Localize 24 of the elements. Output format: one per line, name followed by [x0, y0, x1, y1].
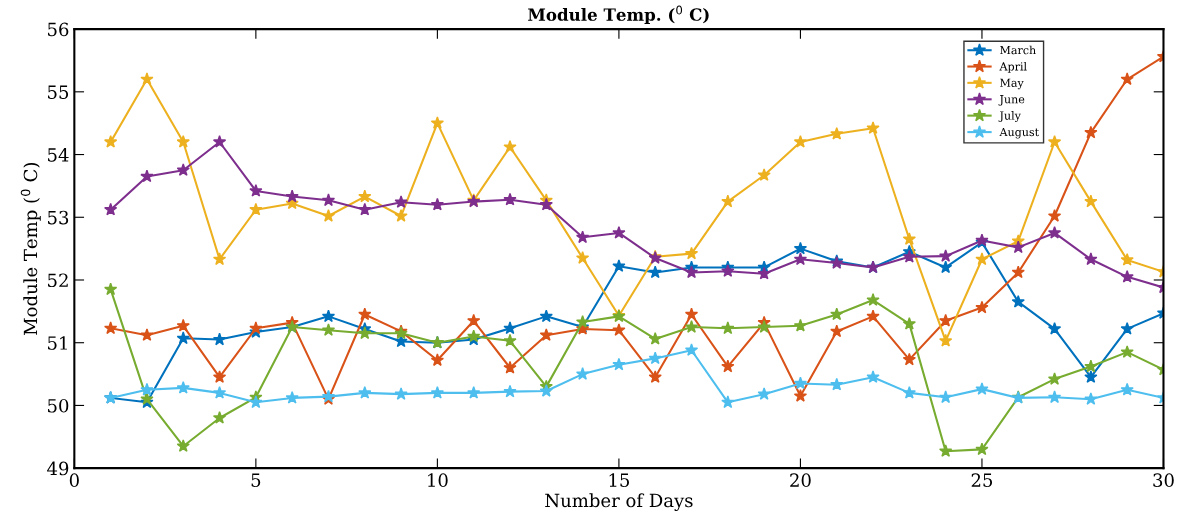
y-tick-label: 56 — [48, 22, 69, 37]
x-axis-title: Number of Days — [545, 493, 693, 512]
x-tick-label: 10 — [428, 473, 448, 487]
legend-label: August — [999, 127, 1040, 139]
x-tick-label: 5 — [251, 473, 261, 487]
x-tick-label: 15 — [609, 473, 629, 487]
legend-label: May — [1000, 78, 1024, 90]
y-tick-label: 53 — [48, 210, 69, 225]
legend-label: April — [999, 61, 1027, 73]
x-tick-label: 20 — [790, 473, 811, 487]
x-tick-label: 0 — [69, 473, 79, 487]
y-tick-label: 50 — [48, 398, 69, 413]
legend-label: March — [1000, 45, 1036, 55]
chart-title: Module Temp. ($^{0}$ C) — [528, 5, 709, 25]
legend-label: June — [998, 95, 1025, 106]
x-tick-label: 30 — [1153, 473, 1174, 487]
y-tick-label: 54 — [48, 148, 69, 162]
y-tick-label: 55 — [48, 85, 69, 99]
x-tick-label: 25 — [971, 473, 993, 487]
y-tick-label: 51 — [48, 336, 67, 350]
legend-label: July — [998, 111, 1021, 122]
y-tick-label: 52 — [48, 273, 68, 288]
y-tick-label: 49 — [47, 461, 69, 476]
y-axis-title: Module Temp ($^{0}$ C) — [20, 163, 41, 335]
